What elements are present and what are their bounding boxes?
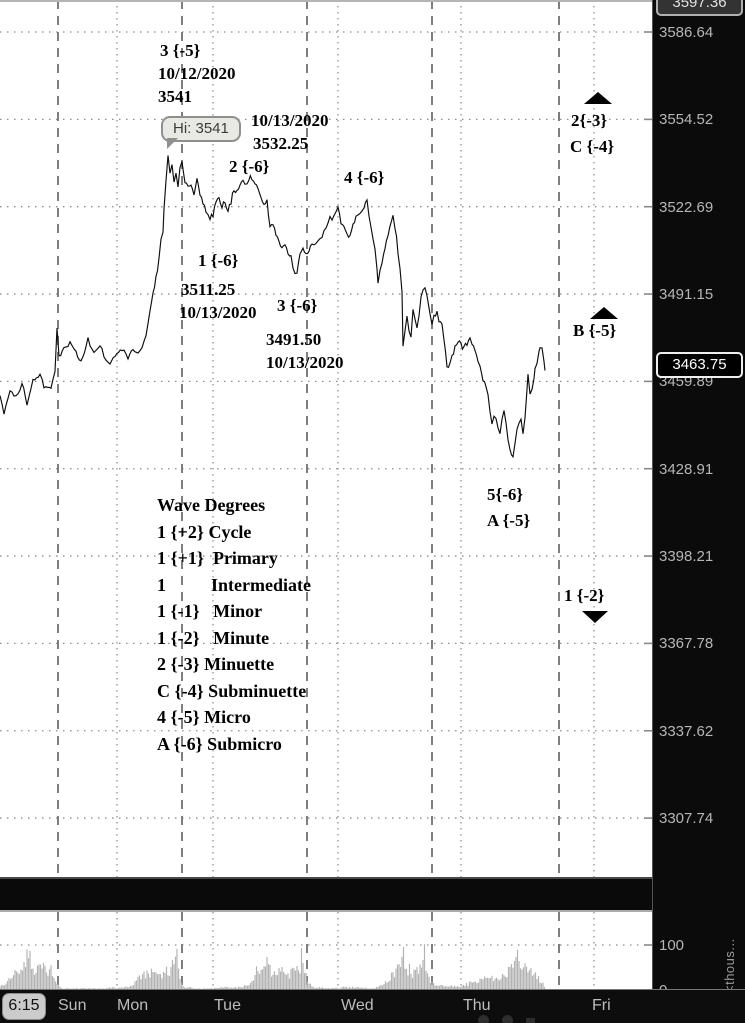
wave-annotation[interactable]: C {-4} [570,137,615,156]
wave-annotation[interactable]: 10/13/2020 [251,111,329,130]
wave-annotation[interactable]: 3532.25 [253,134,309,153]
price-axis-label: 3337.62 [659,722,714,740]
pane-divider[interactable] [0,877,652,912]
pane-top-border [0,0,652,2]
wave-annotation[interactable]: 2 {-6} [229,157,270,176]
day-label-fri: Fri [592,997,611,1014]
wave-annotation[interactable]: B {-5} [573,321,617,340]
legend-line: Wave Degrees [157,495,266,515]
price-pane-canvas[interactable] [0,0,652,878]
legend-line: 1 {-1} Minor [157,601,263,621]
price-axis-label: 3367.78 [659,635,714,653]
watermark-partial [502,1015,513,1023]
volume-pane-canvas[interactable] [0,912,652,990]
volume-unit-label: <thous... [722,938,737,993]
wave-annotation[interactable]: 2{-3} [571,111,608,130]
high-tooltip: Hi: 3541 [161,116,241,149]
legend-line: 4 {-5} Micro [157,707,251,727]
wave-annotation[interactable]: 3 {-6} [277,296,318,315]
legend-line: 1 {+1} Primary [157,548,278,568]
legend-line: 2 {-3} Minuette [157,654,275,674]
wave-degrees-legend[interactable]: Wave Degrees 1 {+2} Cycle 1 {+1} Primary 1 … [157,492,311,757]
wave-annotation[interactable]: 5{-6} [487,485,524,504]
legend-line: C {-4} Subminuette [157,680,307,701]
price-axis-label: 3554.52 [659,111,714,129]
day-label-thu: Thu [463,997,491,1014]
wave-annotation[interactable]: 10/12/2020 [158,64,236,83]
wave-annotation[interactable]: 10/13/2020 [179,303,257,322]
legend-line: 1 Intermediate [157,574,311,595]
high-tooltip-text: Hi: 3541 [173,120,229,137]
price-line [0,155,546,459]
day-label-tue: Tue [214,997,241,1014]
up-triangle-marker[interactable] [590,307,618,319]
wave-annotation[interactable]: 10/13/2020 [266,353,344,372]
session-high-price-box: 3597.36 [656,0,743,16]
time-axis-bar[interactable]: 6:15 Sun Mon Tue Wed Thu Fri [0,989,745,1023]
volume-axis-100: 100 [659,937,685,954]
legend-line: 1 {+2} Cycle [157,521,252,542]
watermark-partial [478,1015,489,1023]
down-triangle-marker[interactable] [582,611,608,623]
wave-annotation[interactable]: 3511.25 [181,280,236,299]
up-triangle-marker[interactable] [584,92,612,104]
wave-annotation[interactable]: 4 {-6} [344,168,385,187]
wave-annotation[interactable]: 3 {-5} [160,41,201,60]
legend-line: 1 {-2} Minute [157,627,270,648]
watermark-partial [526,1018,535,1023]
day-label-mon: Mon [117,997,149,1014]
wave-annotation[interactable]: 1 {-2} [564,586,605,605]
time-badge: 6:15 [2,993,46,1020]
wave-annotation[interactable]: 3491.50 [266,330,322,349]
day-label-wed: Wed [341,997,374,1014]
wave-annotation[interactable]: A {-5} [487,511,531,530]
price-axis-label: 3522.69 [659,198,714,216]
price-axis-panel[interactable]: 3586.64 3554.52 3522.69 3491.15 3459.89 3428.… [652,0,745,1023]
price-axis-label: 3428.91 [659,460,714,478]
wave-annotation[interactable]: 1 {-6} [198,251,239,270]
wave-annotation[interactable]: 3541 [158,87,192,106]
day-label-sun: Sun [58,997,87,1014]
price-axis-label: 3491.15 [659,286,714,304]
price-axis-label: 3307.74 [659,810,714,828]
last-price-box: 3463.75 [656,352,743,378]
price-axis-label: 3586.64 [659,24,714,41]
legend-line: A {-6} Submicro [157,733,282,754]
price-axis-label: 3398.21 [659,548,714,566]
